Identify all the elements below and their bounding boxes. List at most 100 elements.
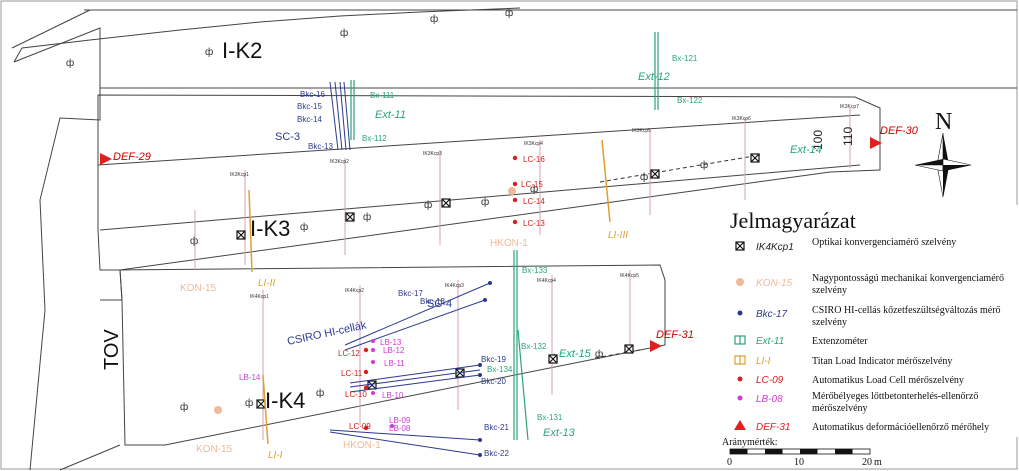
svg-text:LI-I: LI-I <box>268 450 283 461</box>
legend-sym-kon: KON-15 <box>756 278 793 289</box>
sc3-bkc-labels: Bkc-16 Bkc-15 Bkc-14 Bkc-13 <box>297 90 333 151</box>
svg-text:IK3Kcp6: IK3Kcp6 <box>732 116 751 122</box>
legend-lb-icon <box>737 395 743 401</box>
drift-label-k3: I-K3 <box>250 216 290 241</box>
svg-text:Bx-132: Bx-132 <box>521 342 547 351</box>
scale-tick-0: 0 <box>727 457 732 468</box>
svg-text:ф: ф <box>505 7 513 19</box>
k3-section-lines <box>194 108 851 268</box>
svg-text:Ext-11: Ext-11 <box>375 109 406 121</box>
svg-text:KON-15: KON-15 <box>196 444 233 455</box>
svg-text:LC-16: LC-16 <box>523 155 545 164</box>
drift-label-k4: I-K4 <box>265 388 305 413</box>
bkc-dots <box>478 281 492 457</box>
svg-text:LC-09: LC-09 <box>349 422 371 431</box>
load-cell-dots <box>363 155 518 431</box>
svg-text:Bkc-18: Bkc-18 <box>420 297 445 306</box>
k2-drift <box>13 7 1017 89</box>
k3-k4-crosscut <box>59 269 123 471</box>
def31-marker <box>650 340 662 352</box>
legend-sym-lc: LC-09 <box>756 375 784 386</box>
legend-sym-def: DEF-31 <box>756 422 790 433</box>
legend-sym-titan: LI-I <box>756 356 771 367</box>
legend-ext-icon <box>734 335 746 345</box>
svg-text:IK4Kcp5: IK4Kcp5 <box>620 273 639 279</box>
svg-text:ф: ф <box>424 199 432 211</box>
svg-text:Bx-111: Bx-111 <box>370 91 395 100</box>
legend-text-kcp: Optikai konvergenciamérő szelvény <box>812 237 957 248</box>
svg-text:IK3Kcp1: IK3Kcp1 <box>230 172 249 178</box>
svg-text:Bx-131: Bx-131 <box>537 413 563 422</box>
svg-text:LI-III: LI-III <box>608 230 628 241</box>
svg-text:LC-14: LC-14 <box>523 197 545 206</box>
k4-section-lines <box>262 270 631 440</box>
svg-text:ф: ф <box>481 196 489 208</box>
svg-text:Bx-122: Bx-122 <box>677 96 703 105</box>
legend-text-def: Automatikus deformációellenőrző mérőhely <box>812 422 989 433</box>
legend-sym-ext: Ext-11 <box>756 336 784 347</box>
svg-text:LB-09: LB-09 <box>389 416 411 425</box>
svg-text:Bkc-19: Bkc-19 <box>481 355 506 364</box>
svg-text:HKON-1: HKON-1 <box>490 238 528 249</box>
svg-text:Bkc-14: Bkc-14 <box>297 115 322 124</box>
svg-text:IK4Kcp3: IK4Kcp3 <box>445 283 464 289</box>
legend-kcp-icon <box>735 241 745 251</box>
svg-text:KON-15: KON-15 <box>180 283 217 294</box>
north-arrow-icon: N <box>914 109 972 198</box>
kcp-labels: IK3Kcp1 IK3Kcp2 IK3Kcp3 IK3Kcp4 IK3Kcp5 … <box>230 104 859 300</box>
svg-text:ф: ф <box>595 348 603 360</box>
svg-text:Ext-12: Ext-12 <box>638 71 670 83</box>
legend-bkc-icon <box>737 310 743 316</box>
scale-tick-20: 20 <box>862 457 872 468</box>
svg-text:110: 110 <box>841 127 855 146</box>
titan-lines <box>248 139 611 445</box>
legend: Jelmagyarázat IK4Kcp1 Optikai konvergenc… <box>720 205 1018 437</box>
extensometer-labels: Ext-11 Ext-12 Ext-13 Ext-14 Ext-15 <box>375 71 822 439</box>
svg-text:IK3Kcp7: IK3Kcp7 <box>840 104 859 110</box>
svg-text:LB-10: LB-10 <box>382 391 404 400</box>
svg-text:Bkc-17: Bkc-17 <box>398 289 423 298</box>
svg-text:LB-08: LB-08 <box>389 424 411 433</box>
sc3-lines <box>329 81 351 151</box>
svg-text:Ext-14: Ext-14 <box>790 144 822 156</box>
svg-text:ф: ф <box>700 159 708 171</box>
svg-text:LC-11: LC-11 <box>341 369 363 378</box>
k3-inner <box>97 114 861 231</box>
legend-lc-icon <box>737 376 743 382</box>
svg-text:Bkc-16: Bkc-16 <box>300 90 325 99</box>
def29-label: DEF-29 <box>113 151 151 163</box>
def29-marker <box>100 153 112 165</box>
svg-text:LB-14: LB-14 <box>239 373 261 382</box>
tov-roadway <box>11 9 1017 471</box>
kon-labels: KON-15 KON-15 HKON-1 HKON-1 <box>180 238 528 455</box>
load-cell-labels: LC-16 LC-15 LC-14 LC-13 LC-12 LC-11 LC-1… <box>338 155 545 431</box>
scale-title: Aránymérték: <box>722 437 778 448</box>
svg-text:ф: ф <box>340 27 348 39</box>
svg-text:Bkc-20: Bkc-20 <box>481 377 506 386</box>
def-markers: DEF-29 DEF-30 DEF-31 <box>100 125 919 352</box>
svg-text:Bkc-22: Bkc-22 <box>484 449 509 458</box>
svg-text:ф: ф <box>430 13 438 25</box>
svg-text:Bkc-15: Bkc-15 <box>297 102 322 111</box>
svg-text:Bkc-13: Bkc-13 <box>308 142 333 151</box>
svg-text:ф: ф <box>180 401 188 413</box>
k3-dashed-line <box>599 154 761 183</box>
legend-text-lb: Mérőbélyeges lőttbetonterhelés-ellenőrző… <box>812 391 979 414</box>
lb-labels: LB-13 LB-12 LB-11 LB-10 LB-14 LB-09 LB-0… <box>239 338 411 433</box>
k4-drift <box>119 264 666 446</box>
svg-text:LI-II: LI-II <box>258 278 275 289</box>
svg-text:Ext-13: Ext-13 <box>543 427 576 439</box>
svg-text:ф: ф <box>190 235 198 247</box>
station-numbers: 100 110 <box>811 127 855 150</box>
titan-labels: LI-II LI-III LI-I <box>258 230 628 461</box>
svg-text:LC-13: LC-13 <box>523 219 545 228</box>
legend-sym-lb: LB-08 <box>756 394 783 405</box>
legend-kon-icon <box>736 278 744 286</box>
drift-label-k2: I-K2 <box>222 38 262 63</box>
legend-text-ext: Extenzométer <box>812 336 868 347</box>
drift-label-tov: TOV <box>101 329 123 370</box>
sc4-bkc-labels: Bkc-17 Bkc-18 Bkc-19 Bkc-20 Bkc-21 Bkc-2… <box>398 289 509 458</box>
svg-text:IK3Kcp2: IK3Kcp2 <box>330 159 349 165</box>
svg-text:Bx-121: Bx-121 <box>672 54 698 63</box>
